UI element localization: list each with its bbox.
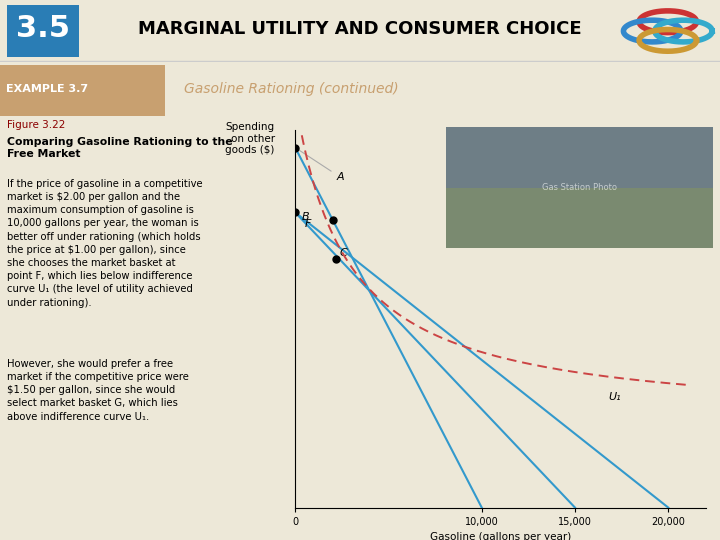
Y-axis label: Spending
on other
goods ($): Spending on other goods ($) bbox=[225, 122, 275, 155]
Text: However, she would prefer a free
market if the competitive price were
$1.50 per : However, she would prefer a free market … bbox=[7, 359, 189, 422]
Text: C: C bbox=[340, 248, 348, 258]
Text: Gasoline Rationing (continued): Gasoline Rationing (continued) bbox=[184, 83, 398, 97]
X-axis label: Gasoline (gallons per year): Gasoline (gallons per year) bbox=[430, 532, 571, 540]
Bar bbox=[446, 127, 713, 187]
Bar bbox=[7, 5, 79, 57]
Text: EXAMPLE 3.7: EXAMPLE 3.7 bbox=[6, 84, 89, 94]
Text: F: F bbox=[305, 219, 311, 229]
Text: MARGINAL UTILITY AND CONSUMER CHOICE: MARGINAL UTILITY AND CONSUMER CHOICE bbox=[138, 19, 582, 38]
Text: B: B bbox=[302, 212, 310, 221]
Bar bbox=[0, 65, 165, 116]
Text: If the price of gasoline in a competitive
market is $2.00 per gallon and the
max: If the price of gasoline in a competitiv… bbox=[7, 179, 203, 308]
Text: 3.5: 3.5 bbox=[16, 14, 70, 43]
Text: U₁: U₁ bbox=[608, 392, 621, 402]
Text: Gas Station Photo: Gas Station Photo bbox=[542, 183, 617, 192]
Text: Figure 3.22: Figure 3.22 bbox=[7, 120, 66, 130]
Text: Comparing Gasoline Rationing to the
Free Market: Comparing Gasoline Rationing to the Free… bbox=[7, 137, 233, 159]
Text: A: A bbox=[297, 149, 344, 182]
